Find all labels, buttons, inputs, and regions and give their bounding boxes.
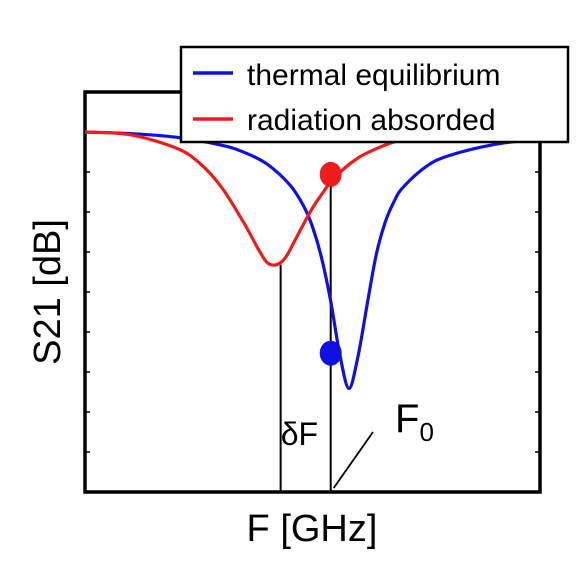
legend: thermal equilibrium radiation absorded (179, 45, 570, 144)
delta-f-annotation: δF (281, 416, 318, 452)
legend-label-radiation: radiation absorded (247, 104, 496, 137)
series-lines (84, 123, 541, 391)
marker-thermal (319, 340, 342, 366)
f0-annotation: F0 (395, 397, 434, 447)
series-line-radiation-absorded (84, 123, 541, 267)
f0-annotation-main: F (395, 397, 419, 441)
reference-lines (279, 174, 332, 492)
legend-box (179, 45, 570, 144)
resonance-markers (319, 161, 342, 366)
marker-radiation (319, 161, 342, 187)
series-line-thermal-equilibrium (84, 130, 541, 391)
legend-label-thermal: thermal equilibrium (247, 59, 500, 92)
y-axis-label: S21 [dB] (27, 219, 69, 365)
axis-ticks (85, 131, 540, 453)
f0-annotation-subscript: 0 (419, 417, 433, 447)
f0-pointer-line (332, 431, 374, 489)
x-axis-label: F [GHz] (247, 508, 378, 550)
